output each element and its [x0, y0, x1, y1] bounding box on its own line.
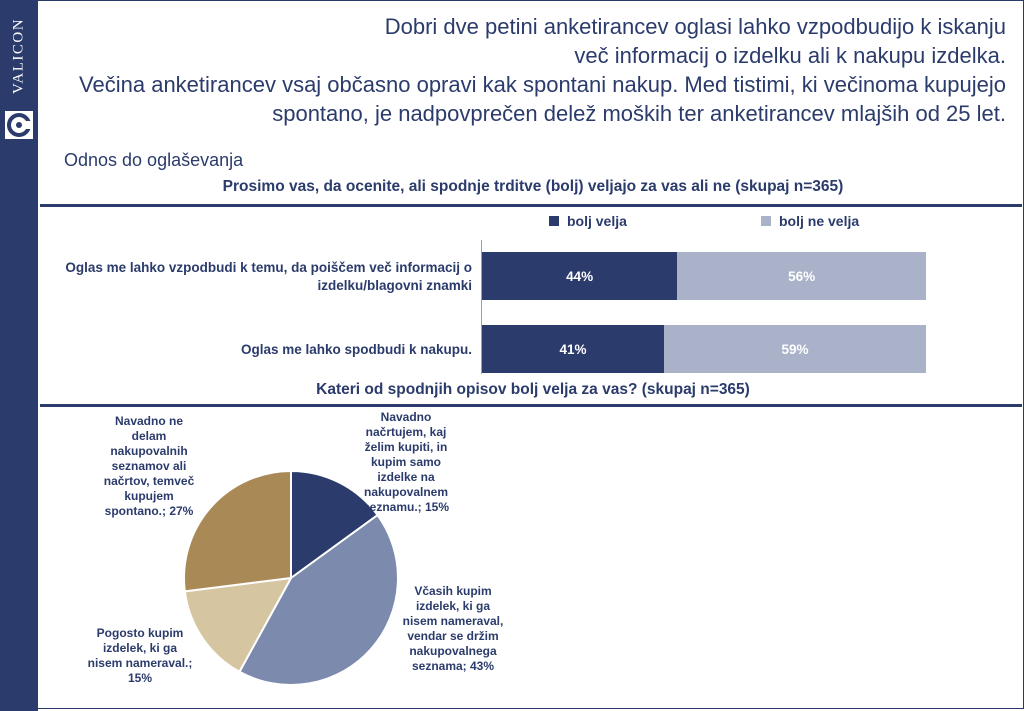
- divider-rule: [40, 404, 1022, 407]
- bar-value-label: 44%: [566, 268, 594, 284]
- legend-swatch-light: [761, 216, 771, 226]
- pie-chart-title: Kateri od spodnjih opisov bolj velja za …: [316, 381, 750, 398]
- bar-value-label: 41%: [559, 341, 587, 357]
- pie-label-spontaneous: Navadno ne delam nakupovalnih seznamov a…: [103, 414, 195, 518]
- legend-label: bolj velja: [567, 213, 627, 229]
- bar-segment-bolj-velja: 44%: [482, 252, 678, 300]
- pie-label-planned: Navadno načrtujem, kaj želim kupiti, in …: [362, 410, 450, 514]
- pie-label-sometimes: Včasih kupim izdelek, ki ga nisem namera…: [402, 584, 504, 673]
- legend-item-bolj-ne-velja: bolj ne velja: [761, 213, 859, 229]
- legend-label: bolj ne velja: [779, 213, 860, 229]
- bar-value-label: 56%: [788, 268, 816, 284]
- valicon-logo-icon: [5, 111, 33, 139]
- brand-sidebar: VALICON: [0, 0, 38, 711]
- headline-line-2: več informacij o izdelku ali k nakupu iz…: [574, 43, 1006, 68]
- slide-headline: Dobri dve petini anketirancev oglasi lah…: [60, 12, 1006, 128]
- pie-slice-2: [183, 576, 293, 674]
- section-title: Odnos do oglaševanja: [64, 150, 244, 170]
- bar-chart-title: Prosimo vas, da ocenite, ali spodnje trd…: [222, 178, 844, 195]
- pie-label-often: Pogosto kupim izdelek, ki ga nisem namer…: [87, 626, 193, 685]
- bar-segment-bolj-ne-velja: 59%: [664, 325, 926, 373]
- divider-rule: [40, 204, 1022, 207]
- bar-value-label: 59%: [781, 341, 809, 357]
- bar-segment-bolj-ne-velja: 56%: [677, 252, 926, 300]
- bar-axis-line: [481, 240, 482, 374]
- headline-line-3: Večina anketirancev vsaj občasno opravi …: [79, 72, 1006, 97]
- legend-swatch-dark: [549, 216, 559, 226]
- bar-row-1: 44% 56%: [482, 252, 926, 300]
- bar-category-label: Oglas me lahko spodbudi k nakupu.: [240, 342, 472, 357]
- bar-category-label: Oglas me lahko vzpodbudi k temu, da poiš…: [65, 260, 472, 293]
- pie-slice-1: [238, 513, 399, 686]
- headline-line-1: Dobri dve petini anketirancev oglasi lah…: [384, 14, 1006, 39]
- bar-row-2: 41% 59%: [482, 325, 926, 373]
- pie-slice-3: [183, 469, 292, 593]
- pie-slice-0: [290, 469, 379, 580]
- bar-segment-bolj-velja: 41%: [482, 325, 665, 373]
- legend-item-bolj-velja: bolj velja: [549, 213, 627, 229]
- headline-line-4: spontano, je nadpovprečen delež moških t…: [272, 101, 1006, 126]
